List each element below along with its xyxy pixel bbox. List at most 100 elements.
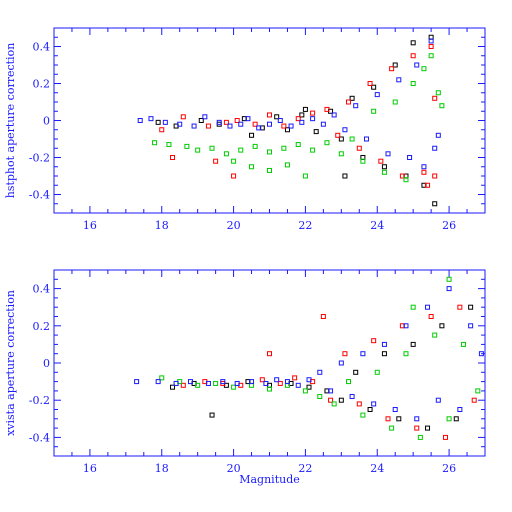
data-point-green: [403, 351, 409, 357]
data-point-green: [360, 412, 366, 418]
data-point-red: [252, 121, 258, 127]
data-point-green: [195, 147, 201, 153]
data-point-blue: [216, 119, 222, 125]
data-point-red: [410, 53, 416, 59]
data-point-green: [432, 332, 438, 338]
data-point-green: [460, 341, 466, 347]
data-point-red: [159, 127, 165, 133]
data-point-black: [392, 62, 398, 68]
data-point-blue: [310, 116, 316, 122]
data-point-black: [313, 129, 319, 135]
data-point-blue: [421, 164, 427, 170]
data-point-blue: [263, 380, 269, 386]
data-point-red: [428, 44, 434, 49]
data-point-red: [310, 110, 316, 116]
data-point-blue: [338, 360, 344, 366]
data-point-green: [389, 425, 395, 431]
data-point-blue: [220, 379, 226, 385]
data-point-green: [267, 386, 272, 392]
data-point-red: [432, 173, 438, 179]
data-point-blue: [328, 388, 334, 394]
y-tick-label: 0: [43, 357, 50, 370]
data-point-blue: [374, 92, 380, 98]
data-point-red: [432, 95, 438, 101]
data-point-blue: [295, 382, 301, 388]
x-tick-label: 26: [442, 219, 456, 232]
data-point-red: [324, 106, 330, 112]
data-point-black: [209, 412, 215, 418]
data-point-black: [439, 323, 445, 329]
data-point-red: [223, 119, 229, 125]
data-point-green: [403, 177, 409, 183]
data-point-black: [299, 112, 305, 118]
x-tick-label: 26: [442, 462, 456, 475]
plot-frame: [53, 27, 486, 214]
data-point-green: [267, 149, 272, 155]
data-point-blue: [342, 127, 348, 133]
data-point-black: [170, 384, 176, 390]
data-point-blue: [274, 377, 280, 383]
y-tick-label: 0: [43, 115, 50, 128]
data-point-blue: [331, 112, 337, 118]
data-point-green: [410, 304, 416, 310]
data-point-blue: [349, 393, 355, 399]
data-point-blue: [238, 121, 244, 127]
data-point-green: [249, 164, 255, 170]
data-point-black: [468, 304, 474, 310]
data-point-green: [338, 151, 344, 157]
data-point-green: [223, 151, 229, 157]
data-point-green: [446, 276, 452, 282]
data-point-green: [317, 393, 323, 399]
data-point-blue: [468, 323, 474, 329]
data-point-green: [374, 369, 380, 375]
data-point-blue: [277, 118, 283, 123]
data-point-blue: [245, 116, 251, 122]
data-point-green: [238, 147, 244, 153]
data-point-blue: [435, 132, 441, 138]
data-point-red: [342, 351, 348, 357]
data-point-green: [284, 162, 290, 168]
data-point-blue: [317, 369, 323, 375]
data-point-red: [335, 132, 341, 138]
data-point-red: [292, 375, 298, 381]
data-point-red: [346, 99, 352, 105]
data-point-blue: [137, 118, 143, 123]
data-point-blue: [284, 379, 290, 385]
data-point-blue: [299, 119, 305, 125]
data-point-black: [306, 384, 312, 390]
data-point-blue: [205, 380, 211, 386]
data-point-red: [295, 116, 301, 122]
data-point-red: [234, 118, 240, 123]
data-point-black: [338, 136, 344, 142]
data-point-blue: [414, 416, 420, 422]
data-point-red: [442, 434, 448, 440]
data-point-red: [371, 338, 377, 344]
data-point-red: [267, 351, 272, 357]
y-tick-label: 0.4: [33, 283, 51, 296]
data-point-red: [267, 112, 272, 118]
data-point-black: [371, 84, 377, 90]
data-point-red: [277, 380, 283, 386]
data-point-green: [295, 142, 301, 148]
data-point-blue: [385, 151, 391, 157]
x-tick-label: 22: [298, 462, 312, 475]
x-tick-label: 18: [155, 462, 169, 475]
data-point-black: [338, 397, 344, 403]
data-point-black: [155, 119, 161, 125]
data-point-red: [389, 66, 395, 72]
data-point-green: [421, 66, 427, 72]
data-point-blue: [414, 62, 420, 68]
data-point-blue: [446, 286, 452, 292]
data-point-blue: [360, 351, 366, 357]
data-point-green: [475, 388, 481, 394]
data-point-red: [428, 314, 434, 319]
y-axis-label: xvista aperture correction: [4, 290, 17, 436]
data-point-blue: [432, 145, 438, 151]
data-point-green: [428, 53, 434, 59]
data-point-red: [385, 416, 391, 422]
data-point-blue: [134, 379, 140, 385]
data-point-blue: [191, 123, 197, 129]
data-point-green: [371, 108, 377, 114]
data-point-green: [195, 382, 201, 388]
data-point-blue: [353, 103, 359, 109]
